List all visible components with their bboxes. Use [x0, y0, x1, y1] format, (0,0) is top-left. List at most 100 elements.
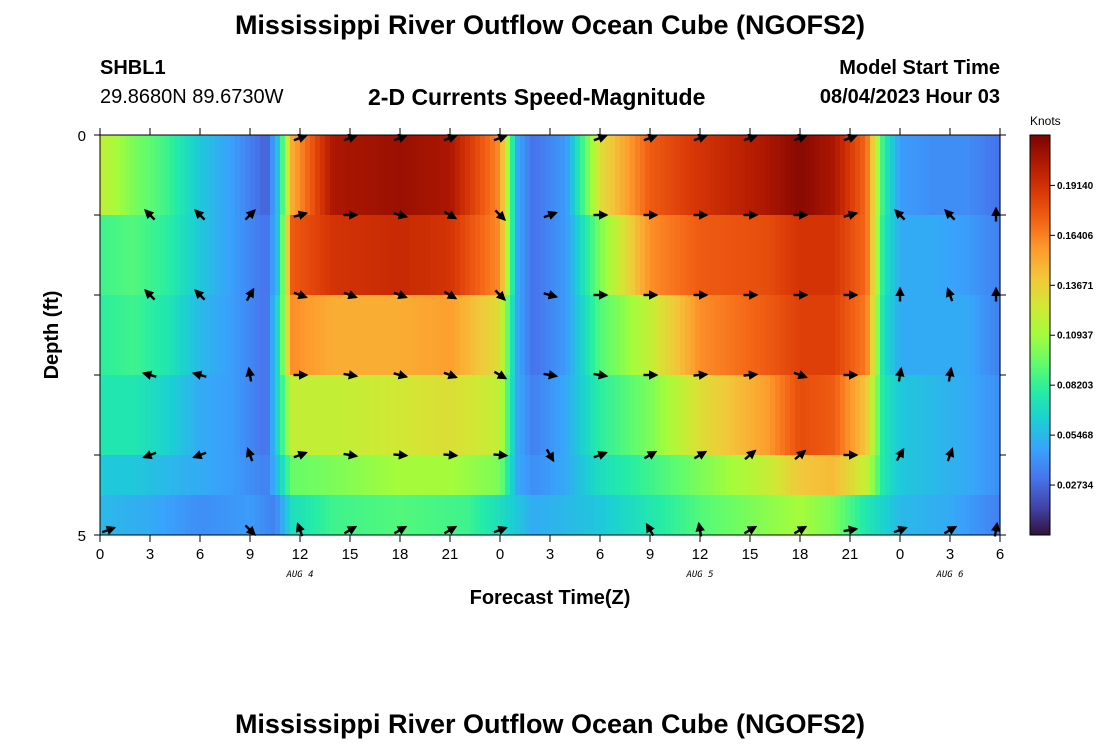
heatmap-cell	[365, 215, 371, 295]
heatmap-cell	[390, 375, 396, 455]
plot-heading: 2-D Currents Speed-Magnitude	[368, 84, 706, 110]
heatmap-cell	[770, 495, 776, 535]
heatmap-cell	[195, 135, 201, 215]
heatmap-cell	[600, 295, 606, 375]
heatmap-cell	[655, 495, 661, 535]
heatmap-cell	[720, 495, 726, 535]
heatmap-cell	[125, 375, 131, 455]
heatmap-cell	[710, 375, 716, 455]
current-arrow	[543, 210, 558, 220]
heatmap-cell	[240, 135, 246, 215]
heatmap-cell	[835, 375, 841, 455]
heatmap-cell	[655, 135, 661, 215]
y-axis: 05	[78, 128, 1006, 545]
heatmap-cell	[580, 495, 586, 535]
heatmap-cell	[905, 375, 911, 455]
heatmap-cell	[540, 215, 546, 295]
heatmap-cell	[590, 455, 596, 495]
current-arrow	[894, 209, 906, 221]
heatmap-cell	[150, 295, 156, 375]
heatmap-cell	[660, 455, 666, 495]
heatmap-cell	[145, 135, 151, 215]
heatmap-cell	[785, 135, 791, 215]
heatmap-cell	[920, 495, 926, 535]
heatmap-cell	[620, 375, 626, 455]
heatmap-cell	[350, 295, 356, 375]
heatmap-cell	[850, 135, 856, 215]
x-tick-label: 3	[946, 546, 954, 563]
heatmap-cell	[705, 135, 711, 215]
heatmap-cell	[820, 295, 826, 375]
heatmap-cell	[655, 375, 661, 455]
heatmap-cell	[345, 295, 351, 375]
heatmap-cell	[285, 455, 291, 495]
heatmap-cell	[205, 295, 211, 375]
heatmap-cell	[630, 495, 636, 535]
current-arrow	[643, 133, 658, 143]
heatmap-cell	[130, 295, 136, 375]
heatmap-cell	[530, 375, 536, 455]
heatmap-cell	[635, 375, 641, 455]
heatmap-cell	[105, 455, 111, 495]
heatmap-cell	[660, 135, 666, 215]
heatmap-cell	[840, 495, 846, 535]
heatmap-cell	[680, 215, 686, 295]
heatmap-cell	[585, 495, 591, 535]
heatmap-cell	[390, 295, 396, 375]
heatmap-cell	[240, 215, 246, 295]
heatmap-cell	[270, 215, 276, 295]
heatmap-cell	[375, 135, 381, 215]
x-axis-label: Forecast Time(Z)	[470, 587, 631, 609]
heatmap-cell	[965, 495, 971, 535]
heatmap-cell	[460, 375, 466, 455]
heatmap-cell	[590, 495, 596, 535]
heatmap-cell	[565, 295, 571, 375]
heatmap-cell	[195, 215, 201, 295]
heatmap-cell	[555, 495, 561, 535]
heatmap-cell	[535, 495, 541, 535]
heatmap-cell	[255, 135, 261, 215]
heatmap-cell	[780, 135, 786, 215]
heatmap-cell	[595, 135, 601, 215]
heatmap-cell	[925, 455, 931, 495]
heatmap-cell	[450, 495, 456, 535]
current-arrow	[593, 370, 609, 380]
heatmap-cell	[405, 295, 411, 375]
heatmap-cell	[560, 295, 566, 375]
heatmap-cell	[635, 215, 641, 295]
heatmap-cell	[400, 215, 406, 295]
heatmap-cell	[805, 295, 811, 375]
heatmap-cell	[715, 375, 721, 455]
heatmap-cell	[545, 375, 551, 455]
heatmap-cell	[870, 495, 876, 535]
heatmap-cell	[165, 375, 171, 455]
heatmap-cell	[330, 455, 336, 495]
heatmap-cell	[225, 375, 231, 455]
heatmap-cell	[605, 375, 611, 455]
heatmap-cell	[385, 215, 391, 295]
heatmap-cell	[135, 495, 141, 535]
heatmap-cell	[295, 455, 301, 495]
heatmap-cell	[775, 135, 781, 215]
heatmap-cell	[515, 215, 521, 295]
heatmap-cell	[415, 215, 421, 295]
heatmap-cell	[305, 495, 311, 535]
heatmap-cell	[870, 455, 876, 495]
heatmap-cell	[845, 375, 851, 455]
heatmap-cell	[855, 495, 861, 535]
heatmap-cell	[510, 455, 516, 495]
heatmap-cell	[765, 215, 771, 295]
heatmap-cell	[895, 135, 901, 215]
heatmap-cell	[190, 215, 196, 295]
heatmap-cell	[830, 495, 836, 535]
heatmap-cell	[430, 375, 436, 455]
heatmap-cell	[185, 215, 191, 295]
heatmap-cell	[495, 295, 501, 375]
heatmap-cell	[325, 455, 331, 495]
heatmap-cell	[335, 135, 341, 215]
heatmap-cell	[680, 295, 686, 375]
heatmap-cell	[905, 215, 911, 295]
heatmap-cell	[890, 455, 896, 495]
heatmap-cell	[860, 295, 866, 375]
heatmap-cell	[575, 215, 581, 295]
